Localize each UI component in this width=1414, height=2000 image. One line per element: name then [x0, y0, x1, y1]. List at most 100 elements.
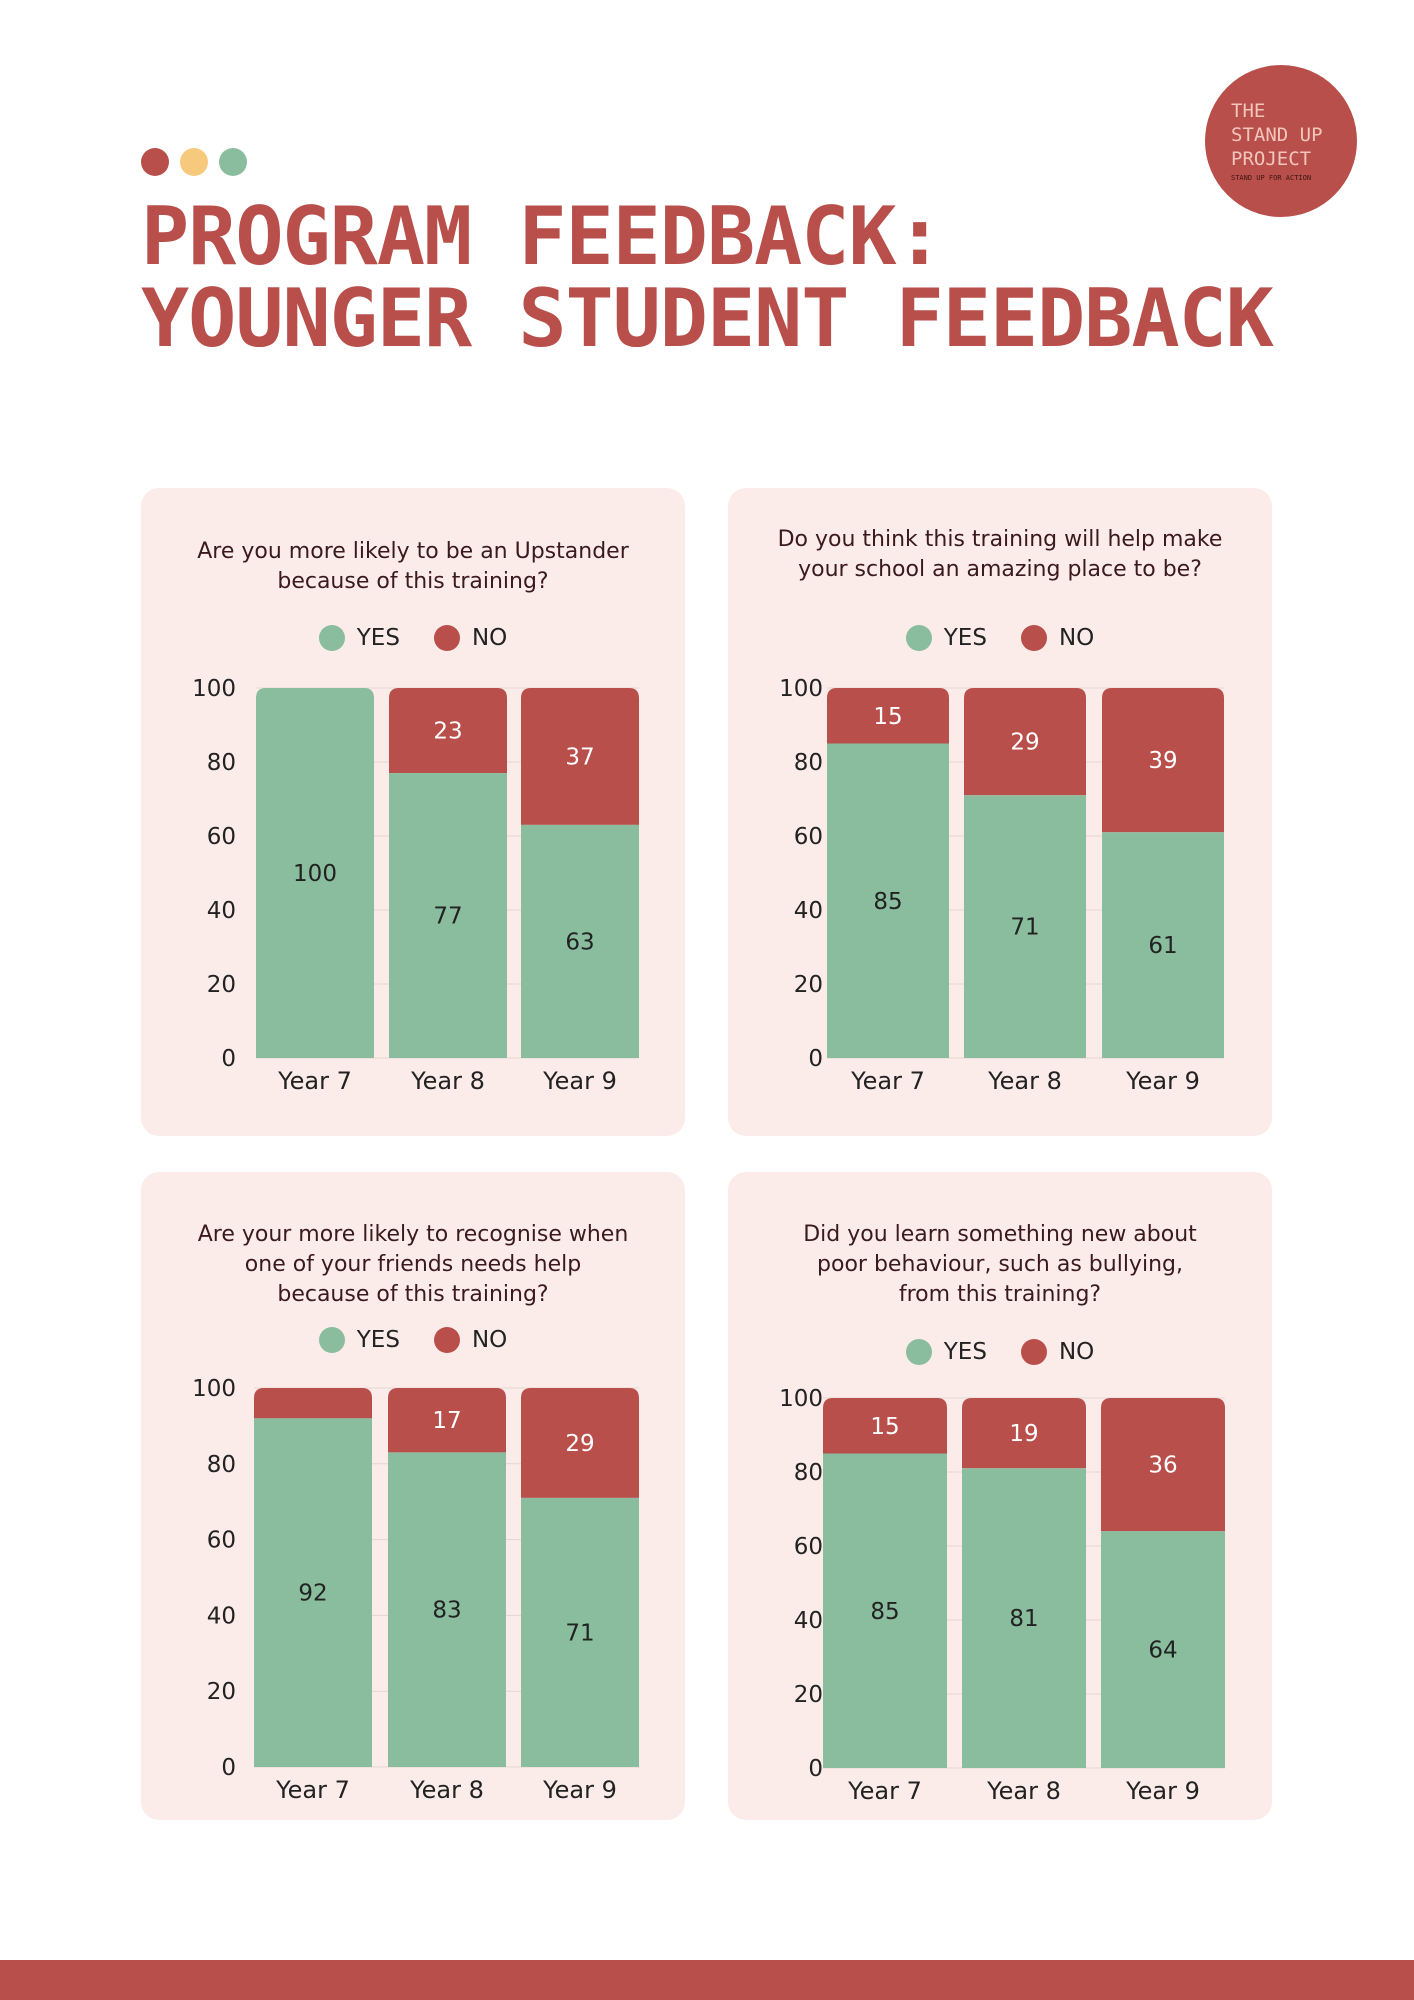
page-title: PROGRAM FEEDBACK: YOUNGER STUDENT FEEDBA…: [141, 190, 1274, 365]
chart-legend: YES NO: [728, 625, 1272, 651]
legend-yes-swatch: [318, 1327, 345, 1353]
bar-no-label: 19: [1009, 1421, 1038, 1447]
bar-no-label: 15: [870, 1414, 899, 1440]
bar-yes-label: 85: [873, 889, 902, 915]
stacked-bar-chart: 0 20 40 60 80 100 15 85 Year 7 19 81 Year 8 36 64 Year…: [779, 1386, 1225, 1805]
bar-yes-label: 64: [1148, 1638, 1177, 1664]
bar-no-segment: [254, 1388, 372, 1419]
y-tick-label: 40: [207, 898, 236, 924]
bar-yes-segment: [827, 743, 949, 1058]
legend-yes: YES: [905, 1339, 987, 1365]
legend-yes: YES: [905, 625, 987, 651]
chart-panel-recognise-help: Are your more likely to recognise when o…: [141, 1172, 685, 1820]
bar-yes-segment: [256, 688, 374, 1058]
red-dot: [141, 148, 169, 176]
legend-no-label: NO: [471, 1327, 508, 1353]
y-tick-label: 80: [207, 1452, 236, 1478]
bar-yes-segment: [962, 1468, 1086, 1768]
x-tick-label: Year 7: [277, 1067, 352, 1095]
bar-yes-label: 81: [1009, 1606, 1038, 1632]
y-tick-label: 100: [192, 1376, 236, 1402]
bar-yes-segment: [521, 1497, 639, 1767]
logo-line-3: PROJECT: [1231, 148, 1312, 170]
y-tick-label: 100: [779, 1386, 823, 1412]
bar-no-label: 15: [873, 704, 902, 730]
chart-question: Did you learn something new about poor b…: [803, 1222, 1197, 1307]
bar-no-segment: [827, 688, 949, 744]
bar-no-label: 39: [1148, 748, 1177, 774]
legend-yes-swatch: [905, 625, 932, 651]
legend-yes-label: YES: [943, 625, 987, 651]
footer-bar: [0, 1960, 1414, 2000]
legend-yes-label: YES: [943, 1339, 987, 1365]
bar-yes-label: 71: [565, 1620, 594, 1646]
bar-yes-label: 63: [565, 929, 594, 955]
y-tick-label: 20: [794, 972, 823, 998]
x-tick-label: Year 8: [409, 1776, 484, 1804]
legend-yes-label: YES: [356, 1327, 400, 1353]
bar-yes-segment: [964, 795, 1086, 1058]
bar-no-segment: [388, 1388, 506, 1453]
chart-question: Are your more likely to recognise when o…: [197, 1222, 629, 1307]
bar-yes-segment: [389, 773, 507, 1058]
x-tick-label: Year 8: [987, 1067, 1062, 1095]
y-tick-label: 100: [779, 676, 823, 702]
logo-line-1: THE: [1231, 100, 1266, 122]
legend-yes-label: YES: [356, 625, 400, 651]
legend-no: NO: [433, 625, 507, 651]
x-tick-label: Year 9: [542, 1776, 617, 1804]
x-tick-label: Year 9: [542, 1067, 617, 1095]
bar-no-label: 29: [565, 1431, 594, 1457]
y-tick-label: 0: [221, 1755, 236, 1781]
bar-yes-segment: [521, 824, 639, 1058]
bar-no-label: 29: [1010, 730, 1039, 756]
y-tick-label: 80: [207, 750, 236, 776]
bar-yes-segment: [1101, 1531, 1225, 1768]
chart-panel-amazing-school: Do you think this training will help mak…: [728, 488, 1272, 1136]
legend-yes: YES: [318, 1327, 400, 1353]
y-tick-label: 60: [794, 824, 823, 850]
bar-yes-segment: [254, 1418, 372, 1767]
y-tick-label: 60: [207, 824, 236, 850]
bar-yes-segment: [823, 1453, 947, 1768]
bar-no-segment: [389, 688, 507, 774]
bar-no-segment: [521, 1388, 639, 1498]
logo-tagline: STAND UP FOR ACTION: [1231, 174, 1312, 182]
bar-no-segment: [1101, 1398, 1225, 1532]
legend-no: NO: [433, 1327, 508, 1353]
y-tick-label: 40: [794, 898, 823, 924]
bar-no-segment: [1102, 688, 1224, 833]
bar-yes-label: 83: [432, 1598, 461, 1624]
y-tick-label: 0: [808, 1756, 823, 1782]
y-tick-label: 100: [192, 676, 236, 702]
bar-no-segment: [521, 688, 639, 825]
bar-yes-label: 71: [1010, 915, 1039, 941]
legend-yes-swatch: [318, 625, 345, 651]
bar-yes-label: 92: [298, 1581, 327, 1607]
y-tick-label: 40: [207, 1603, 236, 1629]
x-tick-label: Year 9: [1125, 1067, 1200, 1095]
y-tick-label: 0: [221, 1046, 236, 1072]
bar-no-segment: [962, 1398, 1086, 1469]
y-tick-label: 40: [794, 1608, 823, 1634]
bar-yes-segment: [388, 1452, 506, 1767]
y-tick-label: 20: [794, 1682, 823, 1708]
bar-yes-label: 61: [1148, 933, 1177, 959]
y-tick-label: 20: [207, 972, 236, 998]
y-tick-label: 80: [794, 1460, 823, 1486]
chart-panel-learn-new: Did you learn something new about poor b…: [728, 1172, 1272, 1820]
legend-no-swatch: [433, 1327, 460, 1353]
chart-question: Are you more likely to be an Upstander b…: [197, 539, 629, 594]
x-tick-label: Year 8: [986, 1777, 1061, 1805]
title-line-1: PROGRAM FEEDBACK:: [141, 190, 944, 283]
stacked-bar-chart: 0 20 40 60 80 100 15 85 Year 7 29 71 Year 8 39 61 Year…: [779, 676, 1224, 1095]
bar-no-segment: [823, 1398, 947, 1454]
x-tick-label: Year 7: [847, 1777, 922, 1805]
logo-line-2: STAND UP: [1231, 124, 1323, 146]
x-tick-label: Year 7: [275, 1776, 350, 1804]
bar-no-segment: [964, 688, 1086, 796]
legend-no-swatch: [433, 625, 460, 651]
legend-no: NO: [1020, 1339, 1094, 1365]
x-tick-label: Year 9: [1125, 1777, 1200, 1805]
title-line-2: YOUNGER STUDENT FEEDBACK: [141, 272, 1274, 365]
